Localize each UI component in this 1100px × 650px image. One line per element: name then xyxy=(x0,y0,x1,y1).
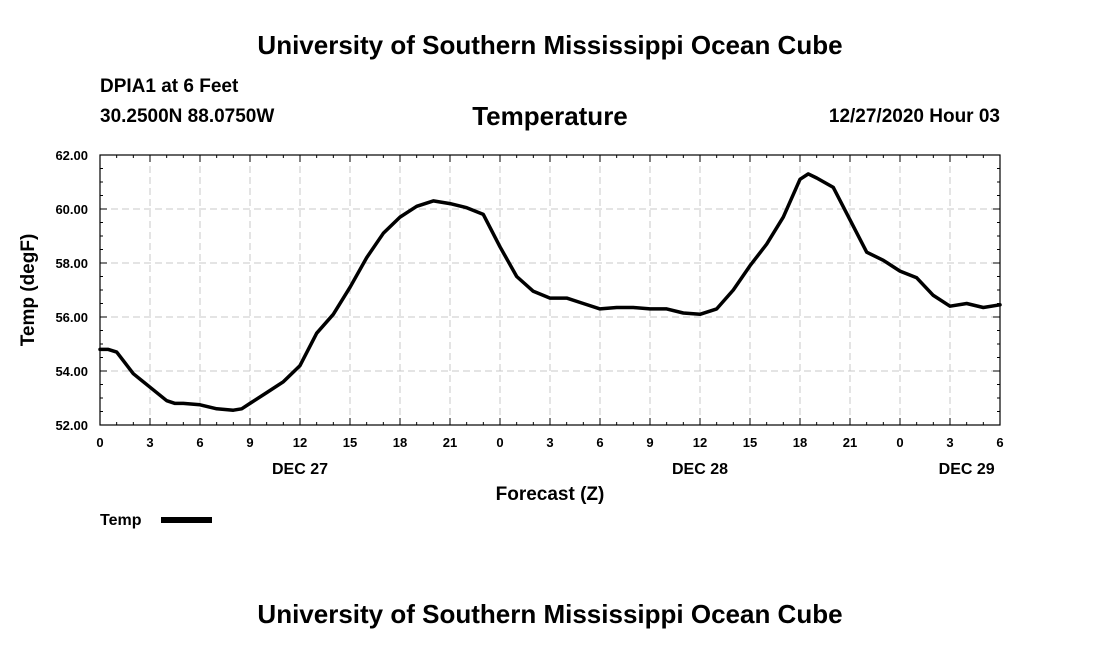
x-tick-labels: 0 3 6 9 12 15 18 21 0 3 6 9 12 15 18 21 0 3 6 xyxy=(96,435,1003,450)
x-tick-label: 15 xyxy=(743,435,757,450)
x-tick-label: 21 xyxy=(443,435,457,450)
x-tick-label: 18 xyxy=(793,435,807,450)
series-layer xyxy=(98,172,1002,412)
station-label: DPIA1 at 6 Feet xyxy=(100,76,239,97)
x-tick-label: 0 xyxy=(96,435,103,450)
x-tick-label: 12 xyxy=(293,435,307,450)
day-label: DEC 29 xyxy=(939,461,995,478)
y-tick-label: 56.00 xyxy=(55,310,88,325)
coordinates-label: 30.2500N 88.0750W xyxy=(100,106,275,127)
y-tick-label: 52.00 xyxy=(55,418,88,433)
x-tick-label: 3 xyxy=(146,435,153,450)
legend-label-temp: Temp xyxy=(100,512,142,529)
y-tick-labels: 52.00 54.00 56.00 58.00 60.00 62.00 xyxy=(55,148,88,433)
y-tick-label: 54.00 xyxy=(55,364,88,379)
x-tick-label: 15 xyxy=(343,435,357,450)
y-axis-label: Temp (degF) xyxy=(18,234,39,347)
x-tick-label: 18 xyxy=(393,435,407,450)
x-tick-label: 3 xyxy=(546,435,553,450)
banner-title-bottom: University of Southern Mississippi Ocean… xyxy=(257,599,843,629)
x-tick-label: 9 xyxy=(246,435,253,450)
x-tick-label: 21 xyxy=(843,435,857,450)
series-line-temp xyxy=(98,172,1002,412)
y-tick-label: 62.00 xyxy=(55,148,88,163)
y-tick-label: 58.00 xyxy=(55,256,88,271)
day-labels: DEC 27 DEC 28 DEC 29 xyxy=(272,461,995,478)
banner-title-top: University of Southern Mississippi Ocean… xyxy=(257,30,843,60)
grid-lines xyxy=(100,155,1000,425)
x-tick-label: 6 xyxy=(596,435,603,450)
y-tick-label: 60.00 xyxy=(55,202,88,217)
x-tick-label: 12 xyxy=(693,435,707,450)
chart-title: Temperature xyxy=(472,101,628,131)
day-label: DEC 28 xyxy=(672,461,728,478)
run-time-label: 12/27/2020 Hour 03 xyxy=(828,106,1000,127)
axis-ticks xyxy=(99,154,1001,426)
x-tick-label: 6 xyxy=(196,435,203,450)
x-tick-label: 0 xyxy=(896,435,903,450)
x-tick-label: 3 xyxy=(946,435,953,450)
x-tick-label: 0 xyxy=(496,435,503,450)
x-tick-label: 6 xyxy=(996,435,1003,450)
x-tick-label: 9 xyxy=(646,435,653,450)
x-axis-label: Forecast (Z) xyxy=(496,484,605,505)
legend: Temp xyxy=(100,512,212,529)
day-label: DEC 27 xyxy=(272,461,328,478)
